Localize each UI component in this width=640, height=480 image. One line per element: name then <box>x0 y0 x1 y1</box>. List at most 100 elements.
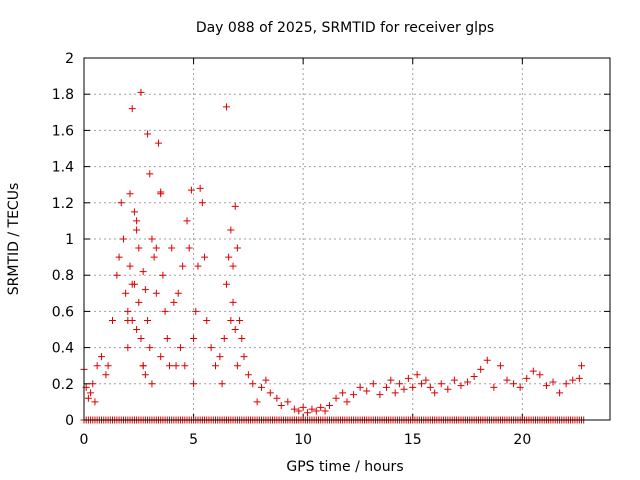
data-point <box>117 199 125 207</box>
data-point <box>391 389 399 397</box>
data-point <box>155 139 163 147</box>
data-point <box>523 374 531 382</box>
data-point <box>119 235 127 243</box>
data-point <box>133 226 141 234</box>
data-point <box>483 356 491 364</box>
data-point <box>222 103 230 111</box>
x-tick-label: 0 <box>80 432 89 448</box>
data-point <box>227 226 235 234</box>
x-tick-label: 20 <box>513 432 531 448</box>
data-point <box>144 316 152 324</box>
data-point <box>137 88 145 96</box>
y-tick-label: 2 <box>65 51 74 67</box>
data-points <box>80 88 588 424</box>
data-point <box>201 253 209 261</box>
y-tick-label: 0 <box>65 413 74 429</box>
data-point <box>413 371 421 379</box>
data-point <box>89 380 97 388</box>
data-point <box>240 353 248 361</box>
data-point <box>450 376 458 384</box>
data-point <box>139 268 147 276</box>
data-point <box>98 353 106 361</box>
data-point <box>198 199 206 207</box>
y-tick-label: 1.4 <box>52 160 74 176</box>
data-point <box>203 316 211 324</box>
data-point <box>222 280 230 288</box>
y-axis-label: SRMTID / TECUs <box>6 183 22 296</box>
data-point <box>220 335 228 343</box>
data-point <box>207 344 215 352</box>
data-point <box>157 188 165 196</box>
x-tick-label: 10 <box>294 432 312 448</box>
data-point <box>187 186 195 194</box>
data-point <box>174 289 182 297</box>
data-point <box>126 262 134 270</box>
data-point <box>490 383 498 391</box>
data-point <box>396 380 404 388</box>
data-point <box>185 244 193 252</box>
data-point <box>227 316 235 324</box>
data-point <box>387 376 395 384</box>
data-point <box>356 383 364 391</box>
data-point <box>343 398 351 406</box>
data-point <box>91 398 99 406</box>
data-point <box>124 344 132 352</box>
data-point <box>363 387 371 395</box>
data-point <box>93 362 101 370</box>
data-point <box>170 298 178 306</box>
data-point <box>325 402 333 410</box>
data-point <box>510 380 518 388</box>
grid-lines <box>83 57 610 421</box>
data-point <box>157 353 165 361</box>
data-point <box>321 407 329 415</box>
data-point <box>113 271 121 279</box>
data-point <box>159 271 167 279</box>
tick-labels: 00.20.40.60.811.21.41.61.820 5 10 15 20 <box>52 51 532 448</box>
data-point <box>179 262 187 270</box>
y-tick-label: 1.2 <box>52 196 74 212</box>
data-point <box>332 394 340 402</box>
data-point <box>141 286 149 294</box>
data-point <box>135 298 143 306</box>
data-point <box>284 398 292 406</box>
data-point <box>549 378 557 386</box>
data-point <box>218 380 226 388</box>
data-point <box>102 371 110 379</box>
data-point <box>133 217 141 225</box>
data-point <box>139 362 147 370</box>
data-point <box>115 253 123 261</box>
data-point <box>266 389 274 397</box>
data-point <box>290 405 298 413</box>
chart-title: Day 088 of 2025, SRMTID for receiver glp… <box>196 20 494 36</box>
data-point <box>172 362 180 370</box>
data-point <box>437 380 445 388</box>
data-point <box>339 389 347 397</box>
y-tick-label: 0.6 <box>52 304 74 320</box>
data-point <box>146 170 154 178</box>
data-point <box>426 383 434 391</box>
data-point <box>444 385 452 393</box>
data-point <box>317 403 325 411</box>
y-tick-label: 0.8 <box>52 268 74 284</box>
data-point <box>262 376 270 384</box>
data-point <box>529 367 537 375</box>
data-point <box>161 307 169 315</box>
data-point <box>400 385 408 393</box>
y-tick-label: 1 <box>65 232 74 248</box>
data-point <box>404 374 412 382</box>
data-point <box>431 389 439 397</box>
data-point <box>194 262 202 270</box>
data-point <box>236 316 244 324</box>
data-point <box>457 382 465 390</box>
x-axis-label: GPS time / hours <box>286 459 403 475</box>
data-point <box>536 371 544 379</box>
data-point <box>503 376 511 384</box>
data-point <box>124 316 132 324</box>
data-point <box>299 403 307 411</box>
data-point <box>312 407 320 415</box>
data-point <box>168 244 176 252</box>
data-point <box>130 208 138 216</box>
data-point <box>376 391 384 399</box>
data-point <box>192 307 200 315</box>
